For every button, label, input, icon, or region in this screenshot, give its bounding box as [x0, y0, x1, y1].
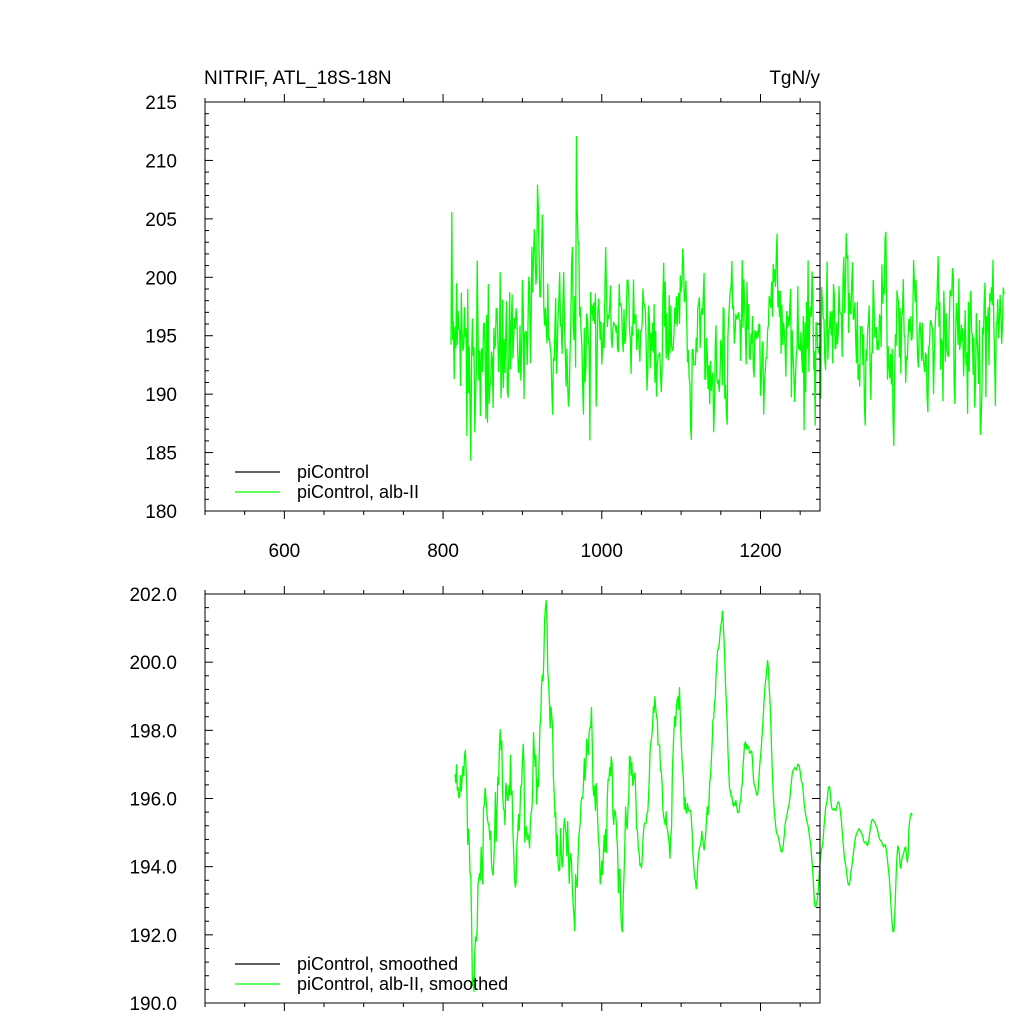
- x-tick-label: 1000: [581, 541, 623, 562]
- chart-title: NITRIF, ATL_18S-18N: [204, 68, 392, 89]
- legend-label-picontrol-alb-ii: piControl, alb-II: [297, 482, 419, 502]
- y-tick-label: 195: [145, 327, 177, 348]
- y-tick-label: 190.0: [129, 994, 177, 1015]
- top-panel: NITRIF, ATL_18S-18N TgN/y 180 185 190 195 20…: [145, 68, 1005, 562]
- y-tick-label: 180: [145, 502, 177, 523]
- y-tick-label: 196.0: [129, 790, 177, 811]
- y-tick-label: 194.0: [129, 858, 177, 879]
- y-tick-label: 215: [145, 93, 177, 114]
- bottom-panel: 190.0 192.0 194.0 196.0 198.0 200.0 202.0 piCo…: [129, 585, 913, 1015]
- series-line-1: [454, 599, 913, 993]
- x-tick-label: 800: [427, 541, 459, 562]
- y-tick-label: 185: [145, 444, 177, 465]
- units-label: TgN/y: [769, 68, 820, 89]
- legend-label-picontrol: piControl: [297, 462, 369, 482]
- bottom-panel-series: [454, 599, 913, 993]
- y-tick-label: 200.0: [129, 653, 177, 674]
- y-tick-label: 202.0: [129, 585, 177, 606]
- y-tick-label: 190: [145, 385, 177, 406]
- bottom-plot-frame: [204, 593, 821, 1004]
- top-plot-frame: [204, 101, 821, 512]
- top-panel-series: [450, 135, 1005, 461]
- legend-label-picontrol-alb-ii-smoothed: piControl, alb-II, smoothed: [297, 974, 508, 994]
- x-tick-label: 1200: [739, 541, 781, 562]
- y-tick-label: 210: [145, 151, 177, 172]
- series-line-1: [450, 135, 1005, 461]
- x-tick-label: 600: [269, 541, 301, 562]
- y-tick-label: 192.0: [129, 926, 177, 947]
- legend-label-picontrol-smoothed: piControl, smoothed: [297, 954, 458, 974]
- y-tick-label: 205: [145, 210, 177, 231]
- top-legend: piControl piControl, alb-II: [235, 462, 419, 502]
- bottom-legend: piControl, smoothed piControl, alb-II, s…: [235, 954, 508, 994]
- bottom-panel-ticks: 190.0 192.0 194.0 196.0 198.0 200.0 202.0: [129, 585, 820, 1015]
- top-panel-ticks: 180 185 190 195 200 205 210 215 600 800 1000 1200: [145, 93, 820, 562]
- y-tick-label: 198.0: [129, 721, 177, 742]
- y-tick-label: 200: [145, 268, 177, 289]
